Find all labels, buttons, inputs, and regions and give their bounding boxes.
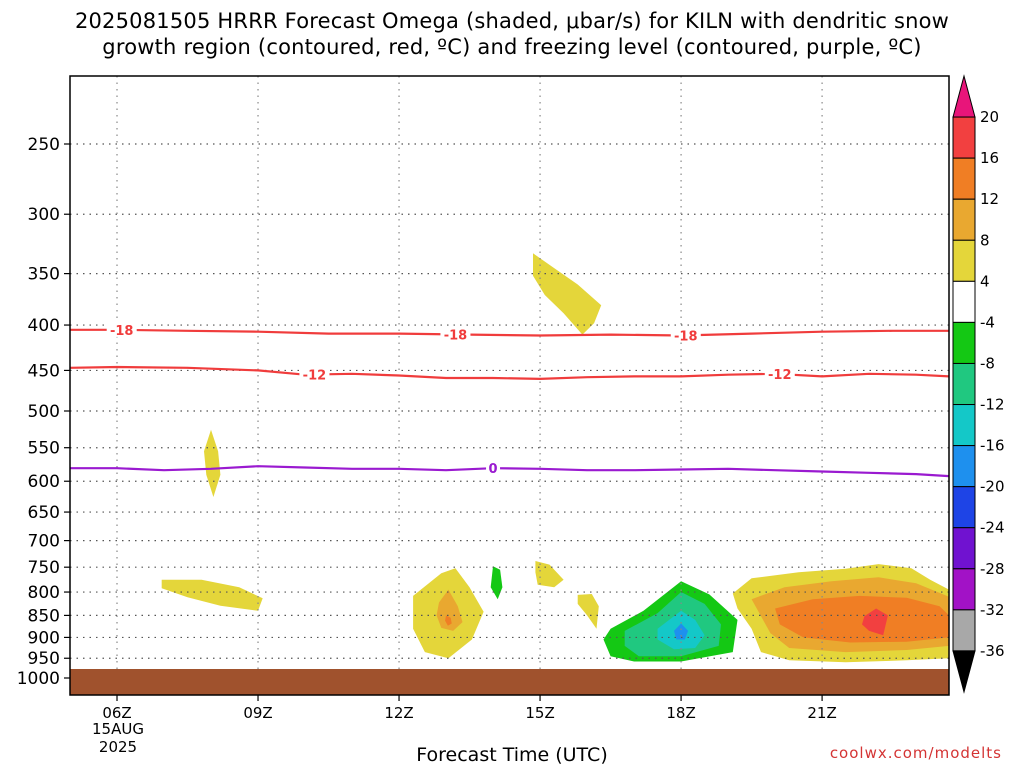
contour-label: -18 [674,329,698,344]
x-tick-label: 15Z [525,704,554,722]
colorbar-swatch [952,568,976,611]
x-tick-label: 09Z [243,704,272,722]
colorbar-label: -8 [980,354,995,372]
colorbar-swatch [952,239,976,282]
omega-region-7 [577,594,599,629]
chart-title-line2: growth region (contoured, red, ºC) and f… [102,35,922,59]
y-tick-label: 350 [28,265,60,285]
contour-label-bg [440,327,471,342]
contour-label: -12 [768,368,792,383]
y-tick-label: 500 [28,402,60,422]
colorbar-label: 16 [980,149,999,167]
x-tick-label: 18Z [666,704,695,722]
y-tick-label: 400 [28,316,60,336]
y-tick-label: 800 [28,583,60,603]
contour-label: 0 [489,462,498,477]
y-axis-ticks: 2503003504004505005506006507007508008509… [17,135,70,689]
colorbar-top-arrow [952,74,976,118]
y-tick-label: 450 [28,361,60,381]
omega-region-2 [161,579,263,611]
contour-label-bg [764,367,795,382]
colorbar-swatch [952,609,976,652]
date-label-year: 2025 [99,738,137,756]
colorbar-label: 20 [980,108,999,126]
site-credit: coolwx.com/modelts [829,744,1002,762]
colorbar-label: -28 [980,560,1005,578]
y-tick-label: 950 [28,649,60,669]
omega-region-6 [535,561,564,588]
colorbar-swatch [952,198,976,241]
colorbar-swatch [952,157,976,200]
colorbar-label: -20 [980,478,1005,496]
colorbar-label: -24 [980,519,1005,537]
chart-title-line1: 2025081505 HRRR Forecast Omega (shaded, … [74,9,950,33]
contour-label-bg [486,461,501,476]
y-tick-label: 250 [28,135,60,155]
omega-region-16 [674,623,689,640]
colorbar-label: -4 [980,313,995,331]
omega-region-11 [862,608,888,636]
x-axis-ticks: 06Z 09Z 12Z 15Z 18Z 21Z [102,695,837,722]
y-tick-label: 700 [28,532,60,552]
colorbar-swatch [952,404,976,447]
y-tick-label: 750 [28,558,60,578]
x-tick-label: 21Z [807,704,836,722]
x-axis-label: Forecast Time (UTC) [416,744,608,766]
colorbar-swatch [952,321,976,364]
contour-label-bg [106,322,137,337]
colorbar-swatch [952,445,976,488]
omega-region-4 [436,589,463,631]
x-tick-label: 12Z [384,704,413,722]
colorbar-label: 12 [980,190,999,208]
colorbar-label: 8 [980,231,990,249]
colorbar-label: -16 [980,437,1005,455]
omega-region-10 [775,595,949,643]
contour-line-0 [70,328,949,337]
contour-line-1 [69,365,950,381]
y-tick-label: 650 [28,503,60,523]
colorbar-label: 4 [980,272,990,290]
date-label-day: 15AUG [92,720,144,738]
y-tick-label: 550 [28,439,60,459]
colorbar-swatch [952,280,976,323]
colorbar-swatch [952,362,976,406]
y-tick-label: 300 [28,205,60,225]
colorbar-swatch [952,486,976,529]
contour-label-bg [670,328,701,343]
omega-region-0 [533,253,602,335]
omega-region-12 [490,566,503,600]
omega-region-1 [204,429,221,497]
contour-label: -18 [444,328,468,343]
y-tick-label: 900 [28,628,60,648]
colorbar-swatch [952,116,976,159]
x-tick-label: 06Z [102,704,131,722]
colorbar-label: -12 [980,396,1005,414]
colorbar-label: -32 [980,601,1005,619]
terrain-ground [70,669,949,695]
contour-lines: -18 -18 -18 -12 -12 0 [69,322,950,478]
colorbar-bottom-arrow [952,650,976,694]
omega-shading [161,253,949,663]
y-tick-label: 600 [28,472,60,492]
contour-label-bg [299,367,330,382]
contour-label: -18 [110,324,134,339]
contour-line-2 [70,465,950,478]
chart-title: 2025081505 HRRR Forecast Omega (shaded, … [0,8,1024,60]
omega-region-5 [445,615,452,626]
y-tick-label: 1000 [17,669,60,689]
contour-label: -12 [303,369,327,384]
plot-frame [69,75,950,696]
colorbar-swatch [952,527,976,570]
colorbar-label: -36 [980,642,1005,660]
colorbar-legend: 20 16 12 8 4 -4 -8 -12 -16 -20 -24 -28 -32 -36 [952,74,1005,694]
y-tick-label: 850 [28,606,60,626]
